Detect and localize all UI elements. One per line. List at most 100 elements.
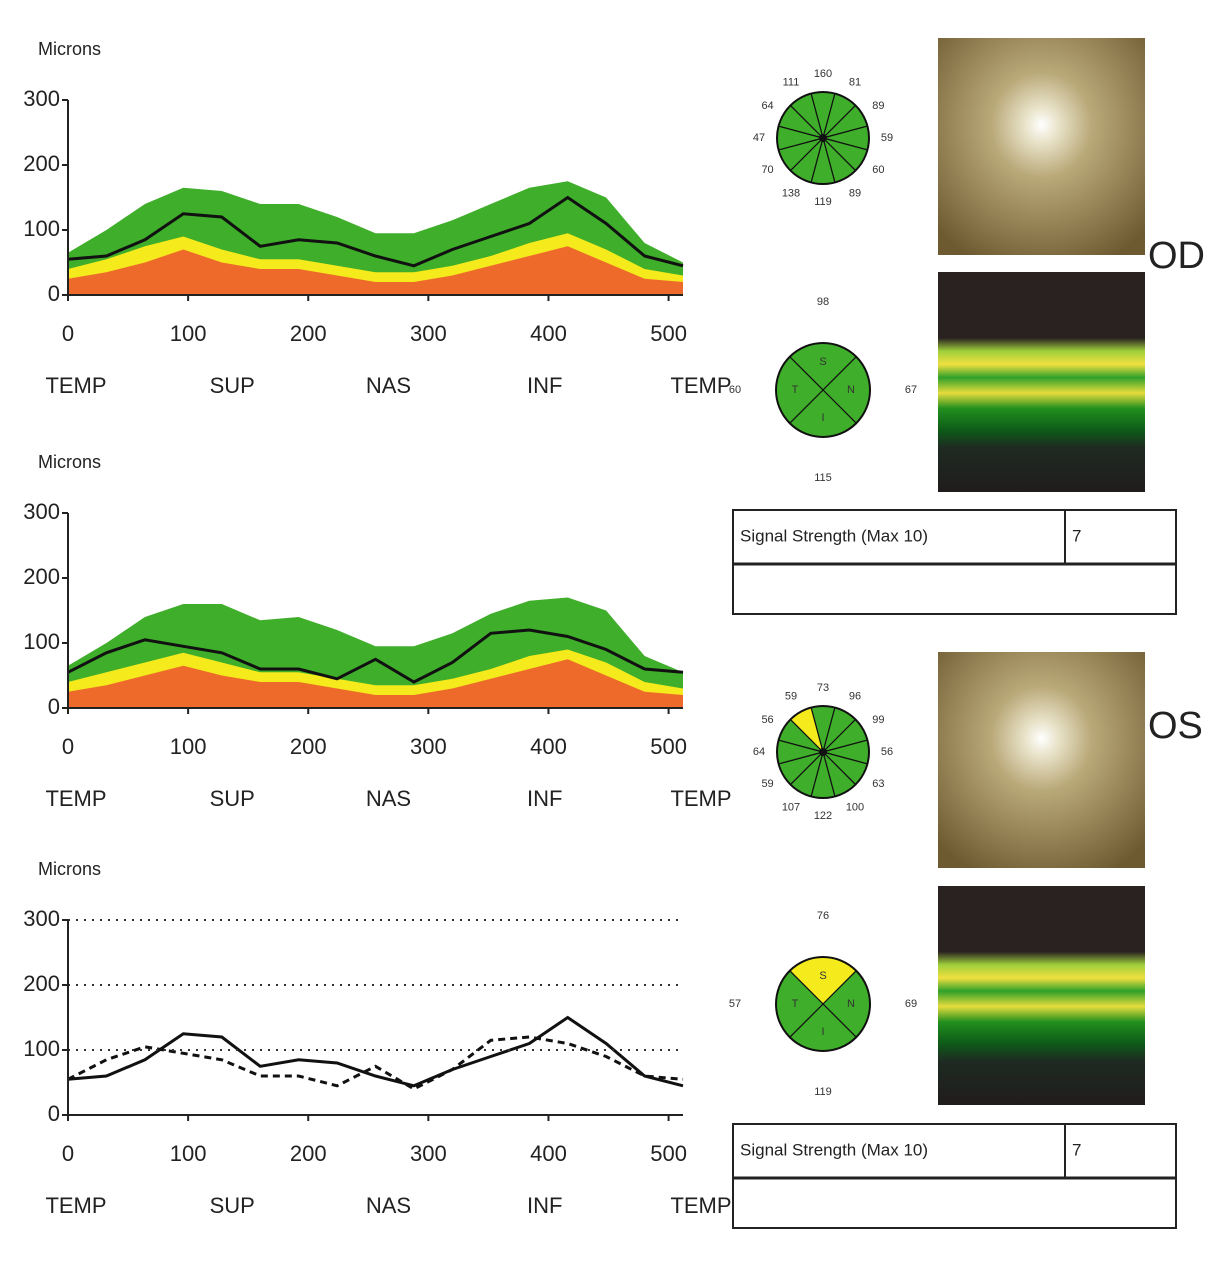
y-tick-label: 300 [23,499,60,524]
clock-value: 96 [849,690,861,702]
y-tick-label: 0 [48,281,60,306]
y-tick-label: 300 [23,86,60,111]
quadrant-outline [775,342,871,438]
signal-table [732,1123,1177,1229]
clock-outline [776,705,870,799]
axis-title: Microns [38,39,101,59]
x-tick-label: 100 [170,321,207,346]
quadrant-value: 76 [817,910,829,922]
clock-value: 81 [849,76,861,88]
clock-value: 70 [761,164,773,176]
x-tick-label: 400 [530,321,567,346]
quadrant-value: 115 [814,472,832,484]
oct-scan [938,272,1145,492]
clock-value: 89 [849,187,861,199]
x-tick-label: 200 [290,734,327,759]
oct-scan [938,886,1145,1105]
fundus-image [938,652,1145,868]
y-tick-label: 100 [23,629,60,654]
quadrant-value: 119 [814,1086,832,1098]
axis-title: Microns [38,452,101,472]
clock-value: 64 [753,746,765,758]
clock-value: 111 [783,76,800,88]
clock-value: 56 [881,746,893,758]
x-tick-label: 100 [170,1141,207,1166]
normal-band [68,246,683,295]
region-label: NAS [366,1193,411,1218]
y-tick-label: 300 [23,906,60,931]
thickness-line [67,195,684,268]
region-label: SUP [210,373,255,398]
region-label: SUP [210,1193,255,1218]
signal-table [732,509,1177,615]
eye-label: OS [1148,705,1203,747]
clock-value: 99 [872,714,884,726]
clock-value: 59 [881,132,893,144]
x-tick-label: 200 [290,1141,327,1166]
y-tick-label: 200 [23,564,60,589]
signal-label: Signal Strength (Max 10) [740,1140,928,1159]
region-label: TEMP [45,786,106,811]
y-tick-label: 200 [23,971,60,996]
x-tick-label: 200 [290,321,327,346]
region-label: INF [527,373,562,398]
x-tick-label: 500 [650,1141,687,1166]
quadrant-letter: S [819,356,826,368]
thickness-line [67,1035,684,1091]
clock-value: 122 [814,810,832,822]
x-tick-label: 100 [170,734,207,759]
quadrant-letter: S [819,970,826,982]
y-tick-label: 0 [48,1101,60,1126]
x-tick-label: 500 [650,734,687,759]
clock-value: 59 [785,690,797,702]
region-label: NAS [366,786,411,811]
region-label: NAS [366,373,411,398]
center-dot [819,748,827,756]
quadrant-letter: I [821,412,824,424]
x-tick-label: 0 [62,1141,74,1166]
quadrant-letter: N [847,998,855,1010]
x-tick-label: 300 [410,734,447,759]
x-tick-label: 500 [650,321,687,346]
clock-value: 73 [817,682,829,694]
quadrant-outline [775,956,871,1052]
clock-value: 56 [761,714,773,726]
x-tick-label: 300 [410,1141,447,1166]
clock-value: 47 [753,132,765,144]
clock-value: 59 [761,778,773,790]
axis-title: Microns [38,859,101,879]
y-tick-label: 100 [23,216,60,241]
clock-value: 89 [872,100,884,112]
quadrant-value: 69 [905,998,917,1010]
x-tick-label: 0 [62,321,74,346]
clock-value: 119 [814,196,832,208]
signal-value: 7 [1072,1140,1081,1159]
x-tick-label: 400 [530,734,567,759]
region-label: TEMP [670,786,731,811]
y-tick-label: 0 [48,694,60,719]
quadrant-letter: I [821,1026,824,1038]
clock-value: 138 [782,187,800,199]
region-label: TEMP [45,373,106,398]
quadrant-value: 67 [905,384,917,396]
y-tick-label: 200 [23,151,60,176]
quadrant-letter: T [792,998,799,1010]
eye-label: OD [1148,235,1205,277]
normal-band [68,659,683,708]
quadrant-value: 60 [729,384,741,396]
region-label: INF [527,1193,562,1218]
fundus-image [938,38,1145,255]
x-tick-label: 300 [410,321,447,346]
y-tick-label: 100 [23,1036,60,1061]
x-tick-label: 0 [62,734,74,759]
region-label: INF [527,786,562,811]
clock-value: 64 [761,100,773,112]
clock-value: 100 [846,801,864,813]
x-tick-label: 400 [530,1141,567,1166]
signal-label: Signal Strength (Max 10) [740,526,928,545]
clock-value: 63 [872,778,884,790]
region-label: TEMP [670,373,731,398]
quadrant-letter: N [847,384,855,396]
